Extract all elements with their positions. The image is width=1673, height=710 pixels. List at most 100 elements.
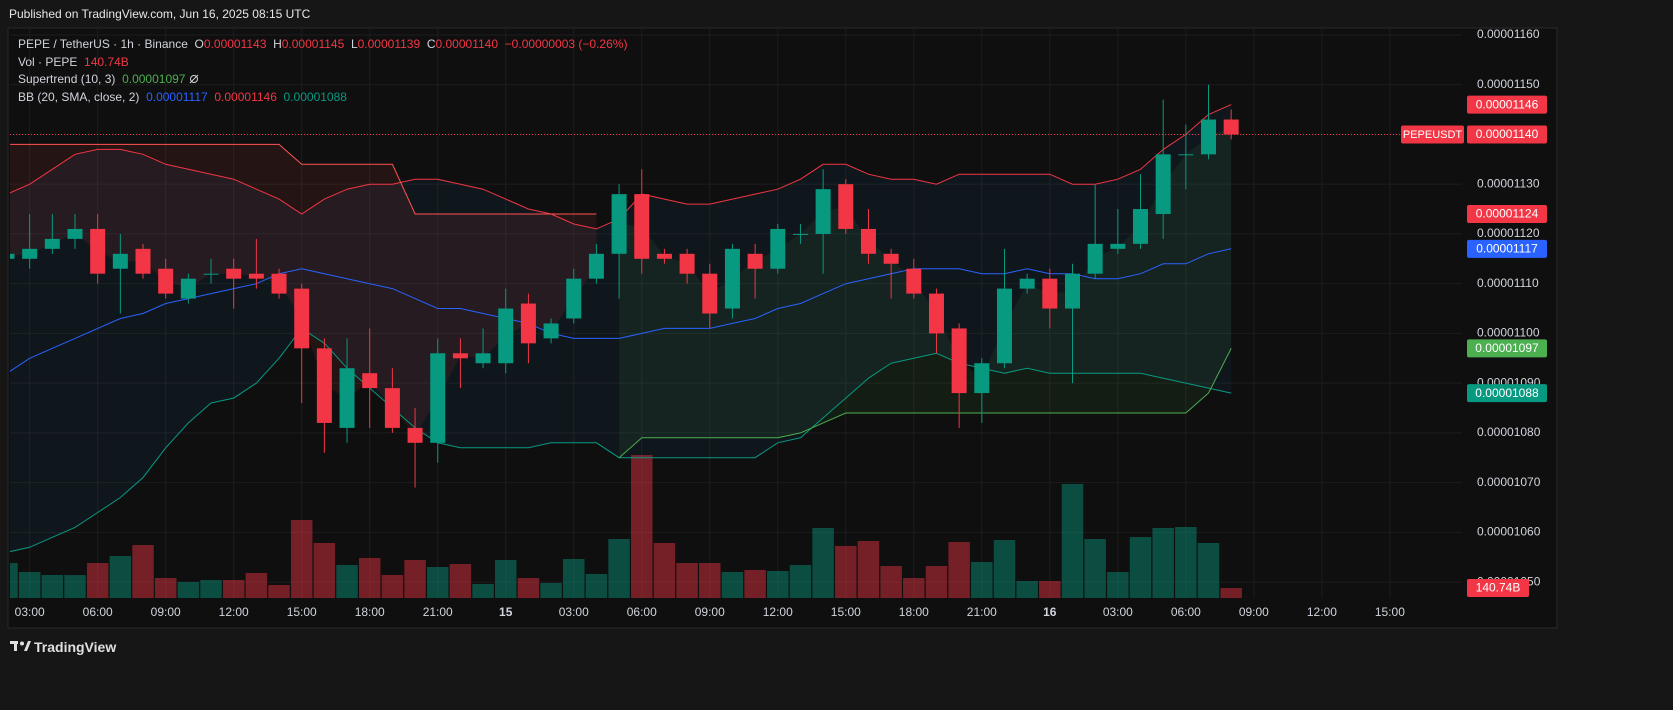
candle-body (248, 273, 264, 279)
indicator-line (618, 348, 1232, 459)
bb-fill (10, 104, 1232, 552)
candle-body (1223, 119, 1239, 135)
volume-bar (1084, 539, 1106, 598)
x-tick-label: 15:00 (1375, 605, 1405, 619)
volume-bar (699, 563, 721, 598)
volume-bar (245, 572, 268, 598)
candle-body (679, 253, 695, 274)
y-tick-label: 0.00001130 (1477, 176, 1540, 190)
candle-body (1110, 243, 1126, 249)
volume-bar (1107, 571, 1129, 598)
volume-bar (1039, 581, 1061, 598)
candle-body (996, 288, 1012, 364)
change: −0.00000003 (−0.26%) (504, 37, 628, 51)
volume-bar (767, 570, 789, 598)
ohlc-value: 0.00001145 (281, 37, 345, 51)
price-label-box (1467, 125, 1547, 144)
candles (10, 84, 1239, 488)
x-tick-label: 03:00 (559, 605, 589, 619)
candle-body (475, 353, 491, 364)
candle-body (702, 273, 718, 314)
candle-body (498, 308, 514, 364)
x-tick-label: 03:00 (15, 605, 45, 619)
candle-body (10, 253, 15, 259)
volume-bar (132, 544, 154, 598)
legend-row: PEPE / TetherUS · 1h · Binance O0.000011… (18, 36, 627, 54)
na-icon (189, 74, 199, 84)
price-label-box (1467, 239, 1547, 258)
volume-bar (880, 566, 902, 598)
candle-body (928, 293, 944, 334)
volume-bar (154, 578, 177, 598)
candle-body (1019, 278, 1035, 289)
candle-body (90, 228, 106, 274)
candle-body (452, 353, 468, 359)
candle-body (747, 253, 763, 269)
supertrend-fill (619, 126, 1232, 458)
volume-bar (41, 574, 64, 598)
y-tick-label: 0.00001100 (1477, 326, 1540, 340)
volume-bar (109, 555, 132, 598)
candle-body (1064, 273, 1080, 309)
indicator-name: Vol · PEPE (18, 54, 78, 69)
volume-bar (993, 540, 1016, 598)
candle-body (1133, 209, 1148, 244)
candle-body (203, 273, 219, 275)
candle-body (135, 248, 151, 274)
indicator-value: 0.00001146 (214, 89, 277, 104)
ohlc-value: 0.00001140 (435, 37, 498, 51)
volume-bar (517, 578, 540, 598)
price-label: 0.00001140 (1476, 127, 1539, 141)
symbol-tag-box (1401, 125, 1464, 144)
legend-row: BB (20, SMA, close, 2) 0.00001117 0.0000… (18, 89, 627, 107)
volume-bar (540, 583, 562, 598)
candle-body (271, 273, 287, 294)
volume-bar (86, 563, 109, 598)
candle-body (362, 373, 378, 389)
volume-bar (925, 566, 948, 598)
volume-bar (426, 567, 449, 598)
candle-body (543, 323, 559, 339)
volume-bar (812, 527, 834, 598)
symbol: PEPE / TetherUS · 1h · Binance (18, 37, 188, 51)
candle-body (906, 268, 922, 294)
candle-body (792, 233, 808, 235)
volume-bar (381, 574, 404, 598)
y-tick-label: 0.00001150 (1477, 77, 1540, 91)
indicator-value: 140.74B (84, 54, 129, 69)
candle-body (838, 184, 854, 229)
y-tick-label: 0.00001110 (1477, 276, 1539, 290)
candle-body (1155, 154, 1171, 215)
x-tick-label: 09:00 (151, 605, 181, 619)
published: Published on TradingView.com, Jun 16, 20… (9, 7, 311, 21)
volume-bar (1175, 526, 1197, 598)
candle-body (520, 303, 536, 344)
price-label: 0.00001097 (1475, 341, 1539, 355)
volume-bar (1061, 484, 1084, 598)
chart-pane (7, 27, 1558, 629)
x-tick-label: 18:00 (355, 605, 385, 619)
price-labels: 0.00001146 0.00001140 PEPEUSDT 0.00001124 0.… (1401, 95, 1547, 597)
volume-label-box (1467, 578, 1529, 597)
x-tick-label: 06:00 (1171, 605, 1201, 619)
volume-bar (177, 582, 200, 598)
indicator-name: BB (20, SMA, close, 2) (18, 89, 140, 104)
ohlc-value: 0.00001143 (203, 37, 267, 51)
candle-body (656, 253, 672, 259)
candle-body (384, 388, 400, 428)
candle-body (1178, 154, 1194, 156)
volume-bar (563, 558, 585, 598)
volume-bar (721, 571, 744, 598)
candle-body (860, 228, 876, 254)
candle-body (226, 268, 242, 279)
volume-bar (472, 583, 494, 598)
candle-body (430, 353, 446, 443)
indicator-value: 0.00001097 (122, 72, 186, 86)
volume-label: 140.74B (1476, 581, 1521, 595)
volume-bar (268, 584, 290, 598)
volume-bar (948, 541, 970, 598)
indicator-line (10, 248, 1232, 372)
legend-row: Vol · PEPE 140.74B (18, 54, 627, 72)
candle-body (815, 189, 831, 234)
